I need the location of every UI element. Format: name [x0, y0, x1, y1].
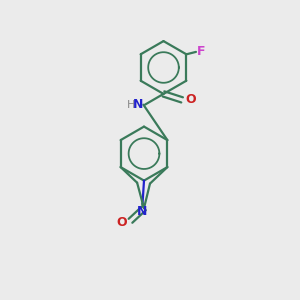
Text: O: O: [117, 216, 128, 229]
Text: O: O: [185, 93, 196, 106]
Text: N: N: [137, 205, 148, 218]
Text: H: H: [127, 100, 135, 110]
Text: N: N: [133, 98, 143, 111]
Text: F: F: [197, 45, 206, 58]
